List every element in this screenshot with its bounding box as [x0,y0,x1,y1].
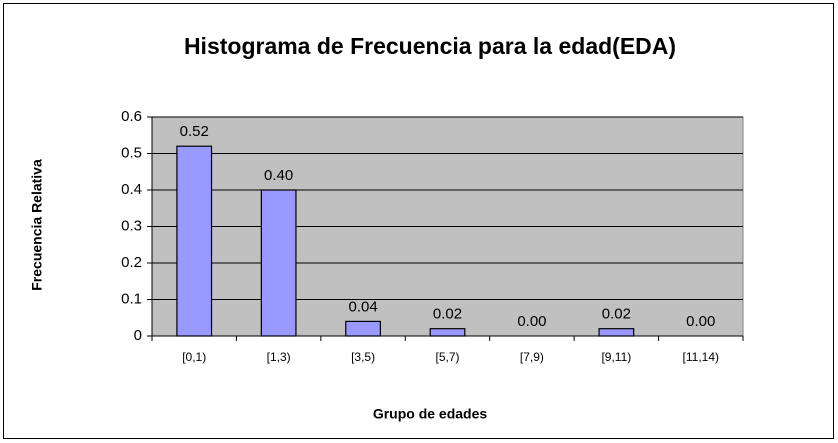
data-label: 0.52 [180,123,209,140]
x-tick-label: [11,14) [683,350,719,364]
data-label: 0.04 [348,298,377,315]
bar [345,320,381,337]
data-label: 0.02 [602,306,631,323]
data-label: 0.00 [517,313,546,330]
x-tick-label: [0,1) [182,350,206,364]
y-tick-label: 0.2 [121,254,142,271]
bar [260,189,297,337]
bar [429,328,466,337]
y-tick-label: 0.5 [121,144,142,161]
x-tick-label: [1,3) [267,350,291,364]
y-tick-label: 0.4 [121,181,142,198]
bar [598,328,635,337]
y-axis-label: Frecuencia Relativa [29,159,45,291]
data-label: 0.00 [686,313,715,330]
x-tick-label: [7,9) [520,350,544,364]
y-tick-label: 0.3 [121,217,142,234]
x-axis-label: Grupo de edades [373,406,488,422]
x-tick-label: [3,5) [351,350,375,364]
x-tick-label: [5,7) [435,350,459,364]
y-tick-label: 0.1 [121,290,142,307]
bar [176,145,213,337]
y-tick-label: 0.6 [121,108,142,125]
data-label: 0.40 [264,167,293,184]
x-tick-label: [9,11) [601,350,631,364]
chart-title: Histograma de Frecuencia para la edad(ED… [184,33,676,59]
y-tick-label: 0 [134,327,142,344]
data-label: 0.02 [433,306,462,323]
